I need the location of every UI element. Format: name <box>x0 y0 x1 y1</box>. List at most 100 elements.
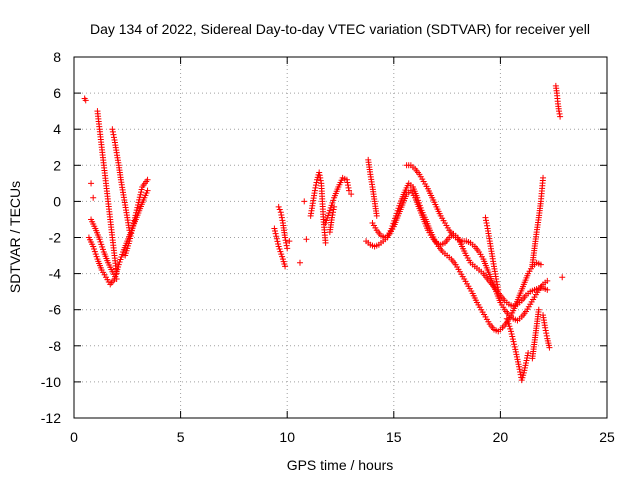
data-point <box>110 131 117 138</box>
data-point <box>493 278 500 285</box>
data-point <box>283 239 290 246</box>
data-point <box>331 203 338 210</box>
data-point <box>301 198 308 205</box>
data-point <box>505 320 512 327</box>
chart-title: Day 134 of 2022, Sidereal Day-to-day VTE… <box>90 21 590 37</box>
data-point <box>279 253 286 260</box>
data-point <box>278 214 285 221</box>
data-point <box>373 212 380 219</box>
y-tick-label: 0 <box>53 193 61 209</box>
data-point <box>544 286 551 293</box>
data-point <box>90 194 97 201</box>
data-point <box>130 222 137 229</box>
data-point <box>109 126 116 133</box>
data-point <box>276 206 283 213</box>
data-point <box>296 259 303 266</box>
data-point <box>133 209 140 216</box>
data-point <box>96 236 103 243</box>
data-point <box>115 261 122 268</box>
data-point <box>313 179 320 186</box>
data-point <box>325 209 332 216</box>
data-point <box>540 174 547 181</box>
data-point <box>511 341 518 348</box>
data-point <box>99 246 106 253</box>
data-point <box>556 110 563 117</box>
data-point <box>116 259 123 266</box>
data-point <box>303 236 310 243</box>
x-axis-label: GPS time / hours <box>287 457 394 473</box>
data-point <box>134 202 141 209</box>
data-point <box>330 209 337 216</box>
data-point <box>329 199 336 206</box>
data-point <box>544 277 551 284</box>
plot-frame <box>73 56 608 419</box>
data-point <box>282 263 289 270</box>
data-point <box>275 203 282 210</box>
x-tick-label: 0 <box>70 429 78 445</box>
data-point <box>543 332 550 339</box>
data-point <box>283 242 290 249</box>
data-point <box>137 191 144 198</box>
data-point <box>126 238 133 245</box>
data-point <box>127 232 134 239</box>
data-point <box>330 197 337 204</box>
x-tick-label: 15 <box>386 429 402 445</box>
data-point <box>133 207 140 214</box>
data-point <box>557 113 564 120</box>
data-point <box>542 327 549 334</box>
y-tick-label: 6 <box>53 85 61 101</box>
data-point <box>131 214 138 221</box>
data-point <box>276 246 283 253</box>
data-point <box>91 246 98 253</box>
data-point <box>82 97 89 104</box>
data-point <box>495 286 502 293</box>
data-point <box>278 211 285 218</box>
data-point <box>506 323 513 330</box>
axis-ticks: 0 5 10 15 20 25 -12 -10 -8 -6 -4 -2 0 2 4 6 8 <box>41 49 615 445</box>
data-point <box>131 217 138 224</box>
data-point <box>117 256 124 263</box>
data-point <box>92 251 99 258</box>
data-point <box>482 214 489 221</box>
data-point <box>493 276 500 283</box>
data-point <box>322 220 329 227</box>
data-point <box>322 239 329 246</box>
x-tick-label: 10 <box>279 429 295 445</box>
data-point <box>272 228 279 235</box>
y-tick-label: 8 <box>53 49 61 65</box>
data-point <box>556 108 563 115</box>
data-point <box>284 245 291 252</box>
data-point <box>144 176 151 183</box>
data-point <box>98 241 105 248</box>
data-point <box>274 238 281 245</box>
data-point <box>511 343 518 350</box>
data-point <box>109 128 116 135</box>
data-point <box>130 220 137 227</box>
data-point <box>278 251 285 258</box>
y-tick-label: 4 <box>53 121 61 137</box>
data-point <box>273 233 280 240</box>
data-point <box>127 235 134 242</box>
data-point <box>510 338 517 345</box>
y-tick-label: -6 <box>49 302 62 318</box>
data-point <box>346 187 353 194</box>
y-tick-label: -8 <box>49 338 62 354</box>
data-point <box>343 176 350 183</box>
data-point <box>509 336 516 343</box>
y-tick-label: -10 <box>41 374 61 390</box>
data-point <box>546 344 553 351</box>
data-point <box>91 248 98 255</box>
data-point <box>344 179 351 186</box>
data-point <box>93 253 100 260</box>
data-point <box>326 207 333 214</box>
data-point <box>286 238 293 245</box>
data-point <box>136 194 143 201</box>
y-tick-label: -4 <box>49 266 62 282</box>
data-point <box>138 186 145 193</box>
data-point <box>328 214 335 221</box>
data-point <box>113 270 120 277</box>
data-point <box>136 196 143 203</box>
data-point <box>484 222 491 229</box>
